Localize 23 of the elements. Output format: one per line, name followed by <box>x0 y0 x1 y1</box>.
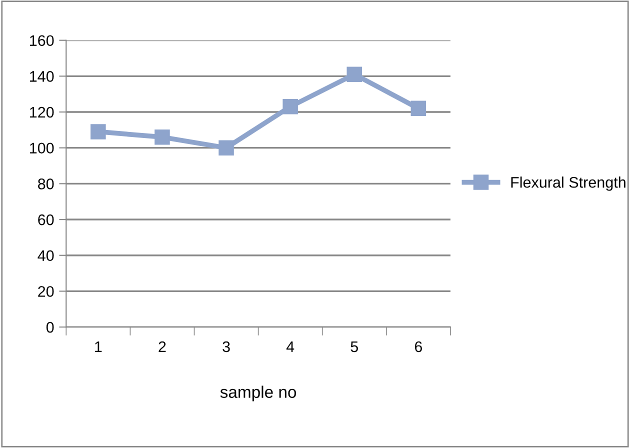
x-axis-title: sample no <box>220 386 296 402</box>
point <box>218 140 234 156</box>
point <box>282 98 298 114</box>
x-tick-label: 3 <box>222 341 230 352</box>
y-tick-label: 140 <box>30 71 54 82</box>
x-tick-label: 2 <box>158 341 166 352</box>
point <box>410 100 426 116</box>
legend-label: Flexural Strength <box>511 176 626 191</box>
point <box>346 66 362 82</box>
y-tick-label: 0 <box>46 322 54 333</box>
x-tick-label: 6 <box>414 341 422 352</box>
y-tick-label: 20 <box>38 286 54 297</box>
y-tick-label: 120 <box>30 106 54 118</box>
y-tick-label: 40 <box>38 250 54 262</box>
x-tick-label: 4 <box>286 341 294 352</box>
point <box>154 129 170 145</box>
y-tick-label: 60 <box>38 214 54 226</box>
y-tick-label: 80 <box>38 178 54 190</box>
point <box>90 124 106 140</box>
y-tick-label: 160 <box>30 35 54 46</box>
y-tick-label: 100 <box>30 142 54 154</box>
x-tick-label: 5 <box>350 341 358 352</box>
x-tick-label: 1 <box>95 341 102 352</box>
